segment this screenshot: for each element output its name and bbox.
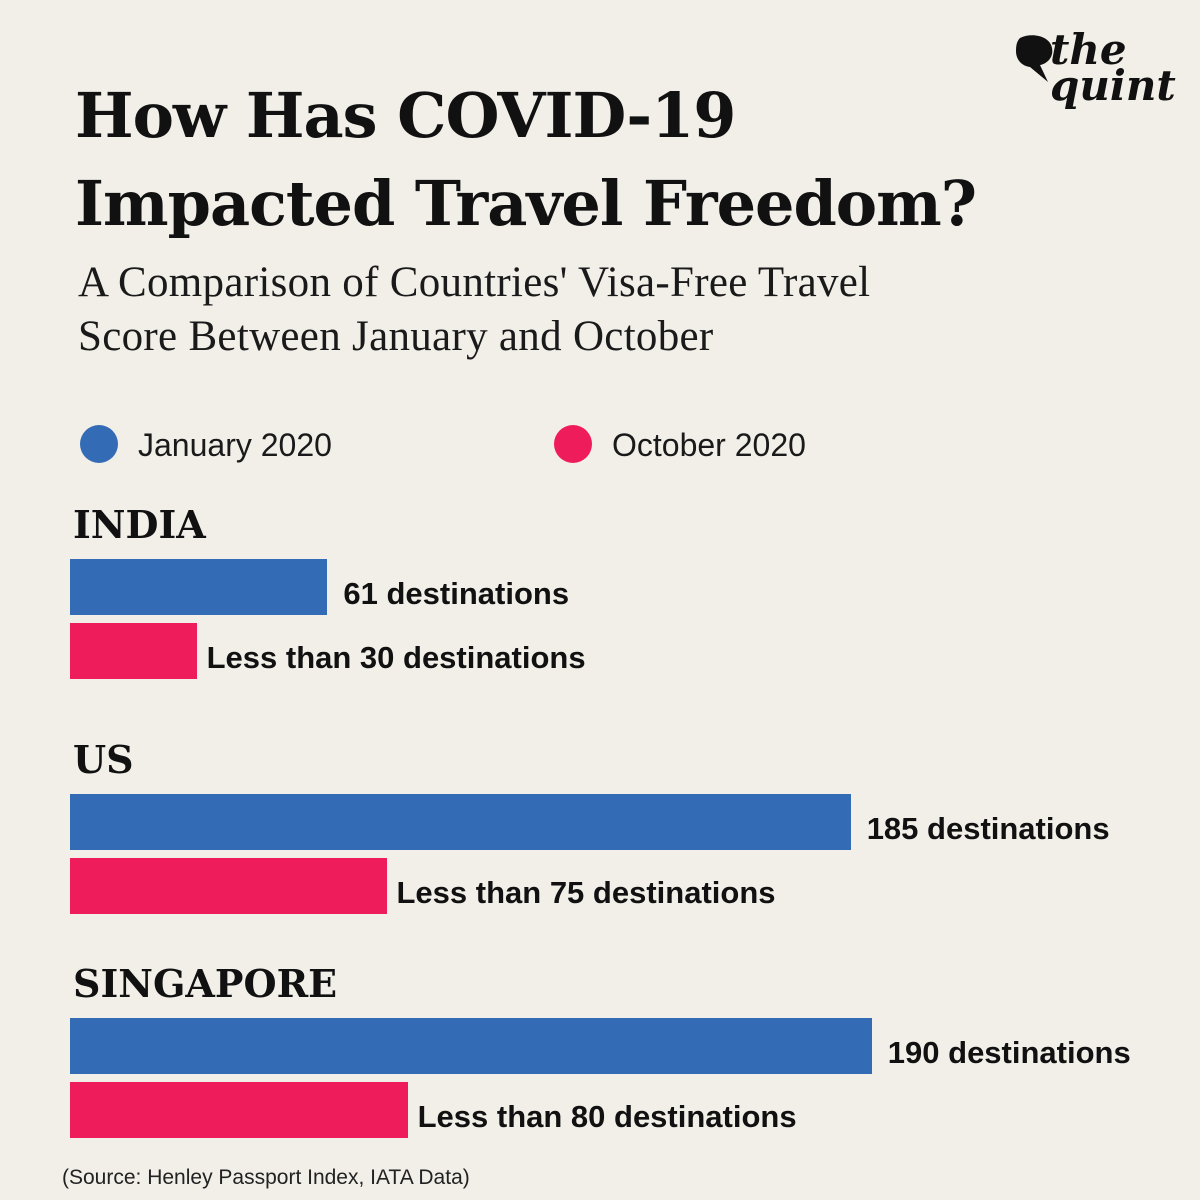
bar-india-october-2020 [70,623,197,679]
brand-logo: the quint [1014,25,1176,128]
value-label-singapore-january-2020: 190 destinations [887,1035,1131,1070]
bar-us-october-2020 [70,858,387,914]
bar-us-january-2020 [70,794,851,850]
legend-label-january: January 2020 [138,427,332,463]
bar-india-january-2020 [70,559,328,615]
chart-title: How Has COVID-19 Impacted Travel Freedom… [75,79,977,240]
country-label-us: US [73,737,134,782]
country-label-india: INDIA [73,502,206,547]
value-label-us-october-2020: Less than 75 destinations [396,875,776,910]
legend-swatch-january [80,425,118,463]
legend-label-october: October 2020 [612,427,806,463]
country-label-singapore: SINGAPORE [73,961,338,1006]
value-label-singapore-october-2020: Less than 80 destinations [417,1099,797,1134]
legend-swatch-october [554,425,592,463]
value-label-india-january-2020: 61 destinations [343,576,570,611]
bar-singapore-january-2020 [70,1018,872,1074]
source-note: (Source: Henley Passport Index, IATA Dat… [62,1166,470,1189]
legend: January 2020 October 2020 [80,420,980,470]
value-label-us-january-2020: 185 destinations [866,811,1110,846]
speech-bubble-logo-icon [1016,35,1053,82]
chart-subtitle: A Comparison of Countries' Visa-Free Tra… [78,259,871,360]
value-label-india-october-2020: Less than 30 destinations [206,640,586,675]
bar-singapore-october-2020 [70,1082,408,1138]
logo-text: the quint [1050,25,1176,110]
